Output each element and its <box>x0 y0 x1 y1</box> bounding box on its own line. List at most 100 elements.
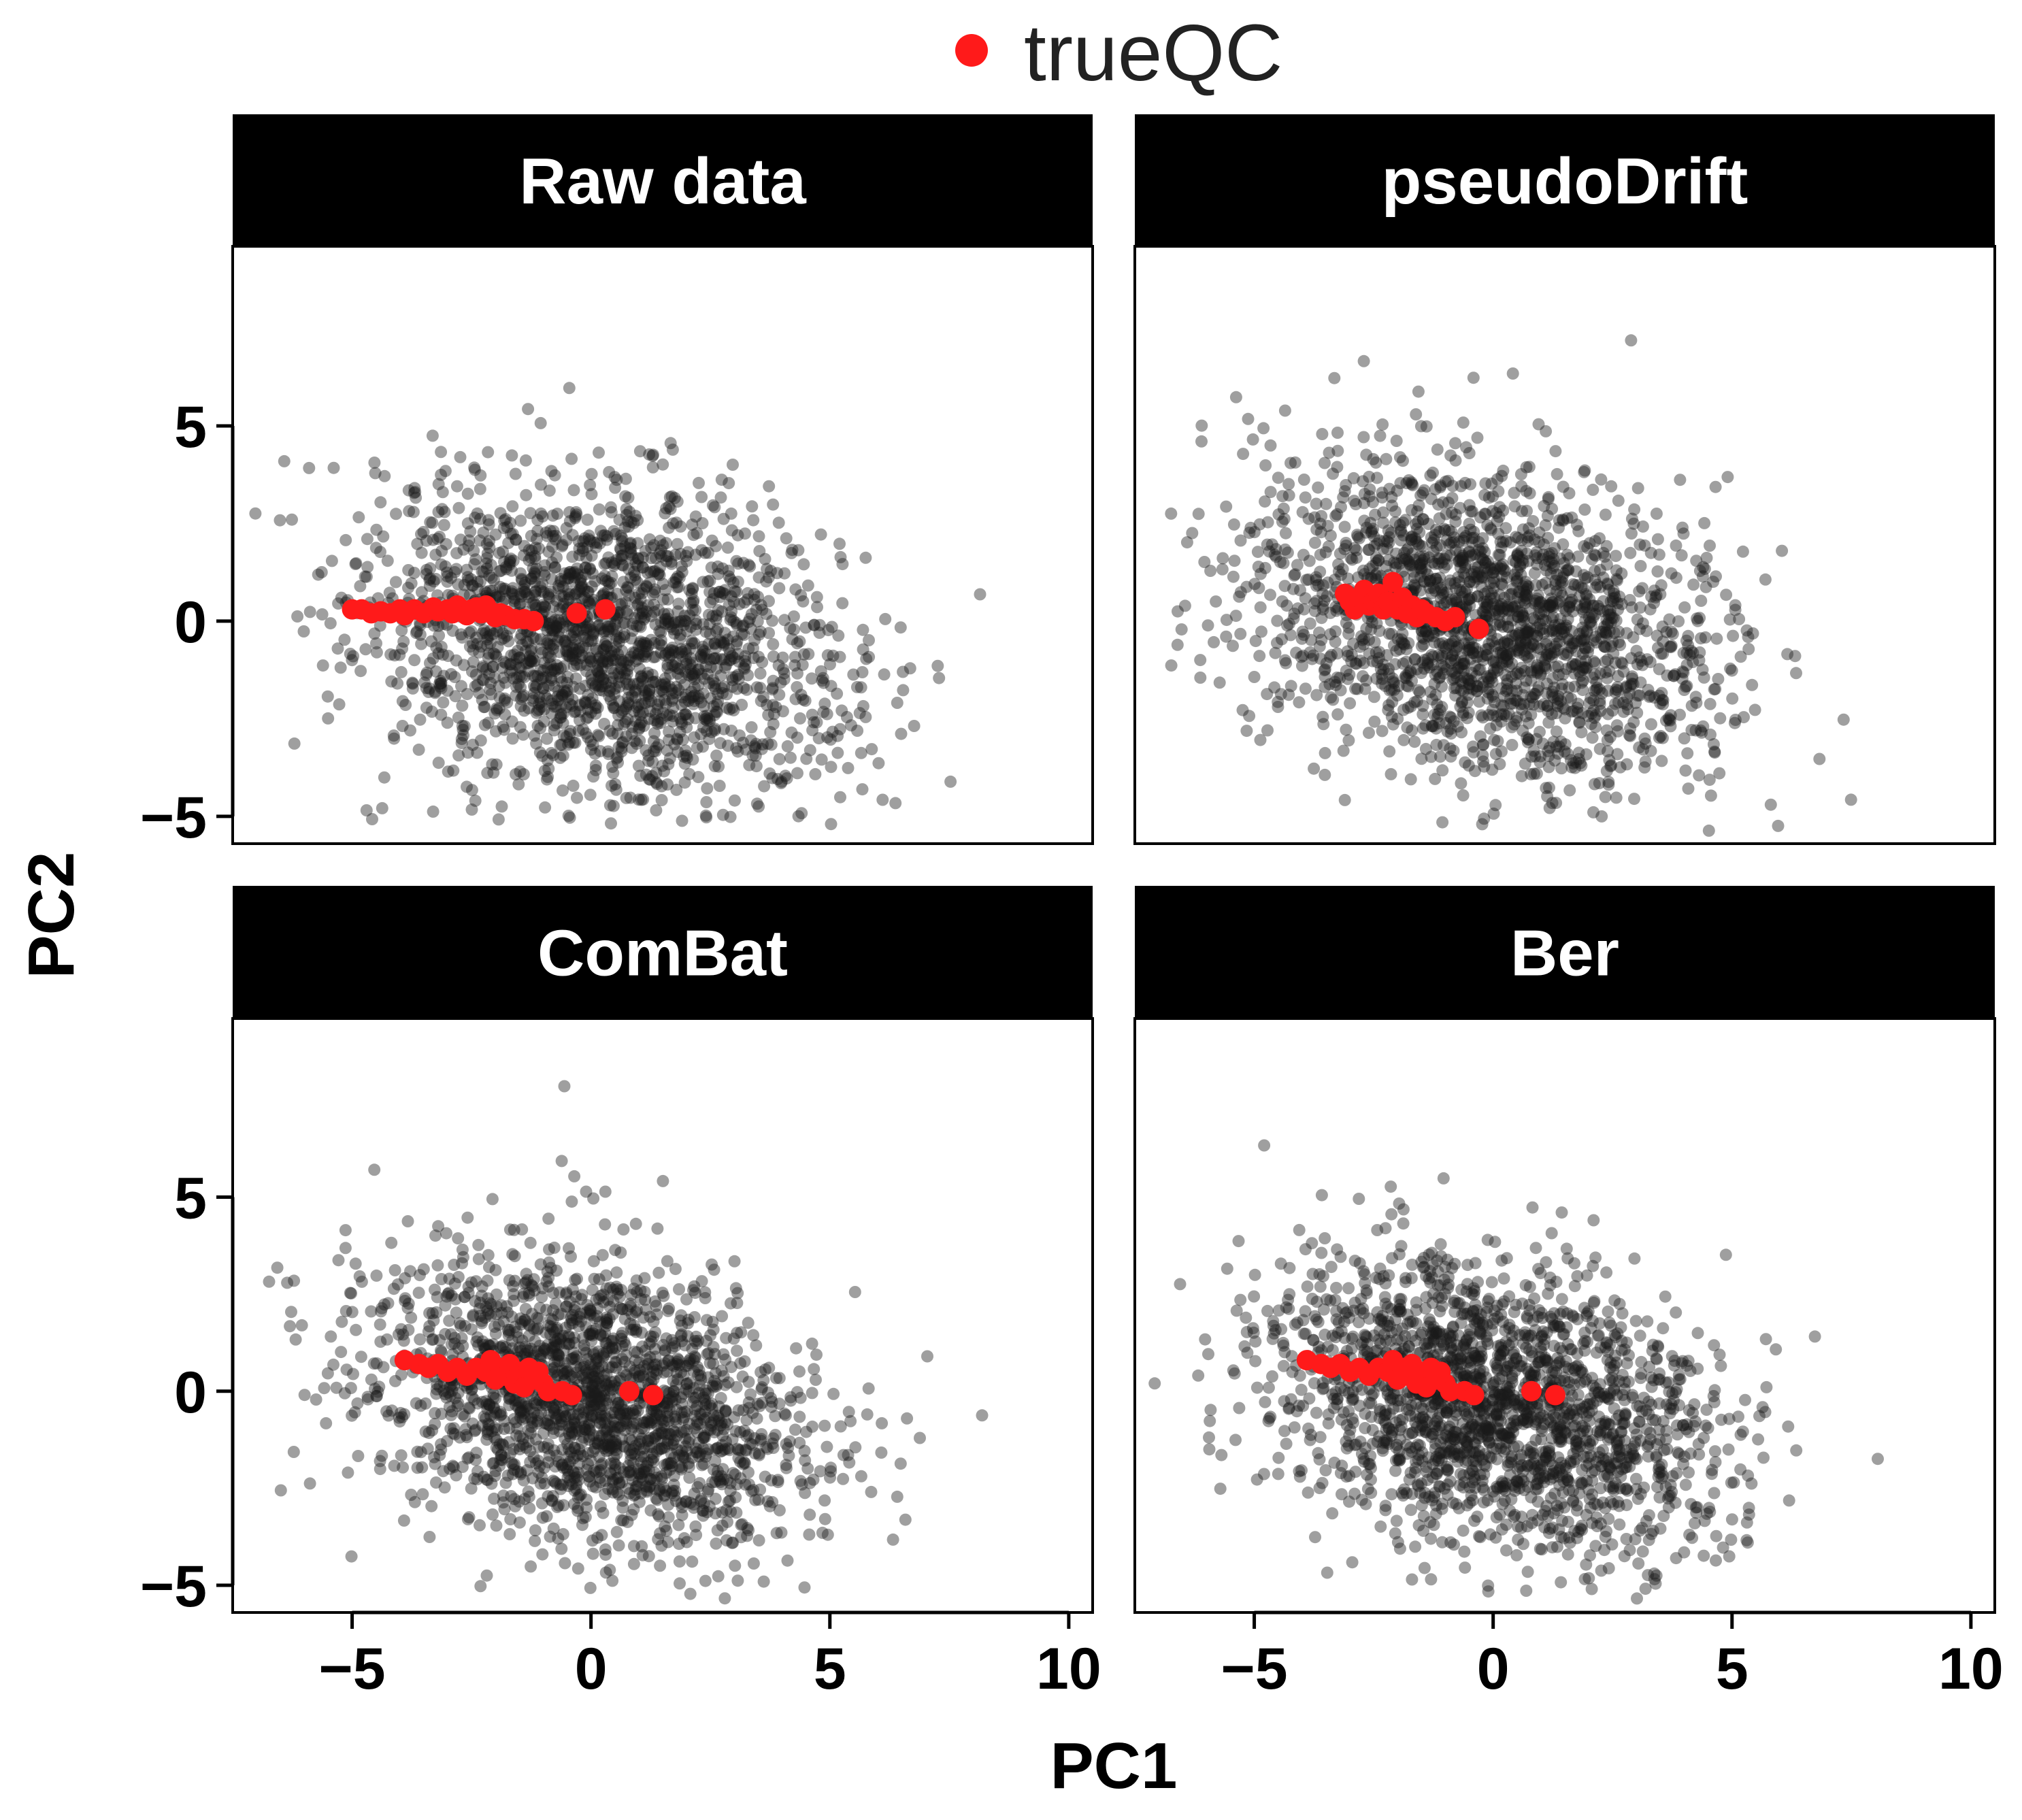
background-point <box>708 652 720 665</box>
background-point <box>1702 824 1715 837</box>
background-point <box>1393 557 1406 570</box>
background-point <box>1482 642 1495 655</box>
background-point <box>1432 557 1445 570</box>
background-point <box>1491 515 1504 528</box>
background-point <box>751 615 764 628</box>
background-point <box>1474 511 1487 524</box>
background-point <box>1382 663 1395 676</box>
background-point <box>1454 561 1467 574</box>
background-point <box>1430 738 1443 751</box>
background-point <box>1432 649 1445 662</box>
background-point <box>1631 706 1644 719</box>
background-point <box>548 724 561 737</box>
background-point <box>514 661 527 674</box>
background-point <box>1676 521 1689 534</box>
background-point <box>1429 557 1441 570</box>
background-point <box>1447 715 1460 728</box>
background-point <box>712 688 725 701</box>
background-point <box>1395 633 1408 646</box>
background-point <box>1593 683 1606 696</box>
background-point <box>578 532 591 545</box>
background-point <box>1408 553 1421 566</box>
background-point <box>1542 649 1555 662</box>
background-point <box>676 718 689 731</box>
background-point <box>1625 334 1638 347</box>
background-point <box>608 682 621 695</box>
background-point <box>546 573 558 586</box>
background-point <box>1442 638 1455 651</box>
background-point <box>1546 623 1559 636</box>
background-point <box>679 643 692 656</box>
background-point <box>1620 681 1633 694</box>
background-point <box>668 660 681 673</box>
background-point <box>1333 547 1346 560</box>
background-point <box>566 652 579 665</box>
background-point <box>591 701 604 714</box>
background-point <box>651 1222 664 1235</box>
background-point <box>566 529 579 542</box>
background-point <box>1506 600 1519 613</box>
background-point <box>390 508 402 520</box>
background-point <box>434 674 447 687</box>
background-point <box>1482 672 1495 684</box>
background-point <box>778 673 791 686</box>
background-point <box>1380 560 1393 573</box>
background-point <box>501 520 514 533</box>
background-point <box>528 680 540 693</box>
background-point <box>1603 754 1616 767</box>
background-point <box>1503 646 1516 659</box>
background-point <box>531 704 544 717</box>
background-point <box>1578 540 1591 552</box>
background-point <box>1493 639 1506 652</box>
background-point <box>680 689 693 701</box>
background-point <box>1461 696 1474 709</box>
background-point <box>1457 789 1470 801</box>
background-point <box>596 680 609 693</box>
background-point <box>818 1512 831 1525</box>
background-point <box>1633 741 1646 754</box>
background-point <box>420 666 433 679</box>
background-point <box>1459 559 1472 572</box>
background-point <box>1458 571 1471 584</box>
background-point <box>1308 605 1321 618</box>
background-point <box>503 666 516 679</box>
background-point <box>1271 637 1283 650</box>
background-point <box>1510 628 1523 641</box>
background-point <box>415 638 428 650</box>
background-point <box>1434 581 1447 594</box>
background-point <box>732 655 745 668</box>
background-point <box>345 1550 358 1563</box>
background-point <box>617 616 630 629</box>
background-point <box>441 570 454 583</box>
background-point <box>1459 586 1472 598</box>
background-point <box>715 653 728 665</box>
background-point <box>1511 565 1524 578</box>
background-point <box>1513 627 1526 640</box>
background-point <box>1427 720 1440 733</box>
background-point <box>554 662 567 675</box>
background-point <box>1585 707 1598 720</box>
background-point <box>1463 643 1476 656</box>
background-point <box>1495 708 1508 721</box>
background-point <box>1313 640 1326 652</box>
background-point <box>595 668 608 681</box>
background-point <box>663 733 675 746</box>
background-point <box>439 560 452 573</box>
background-point <box>717 723 730 735</box>
background-point <box>1335 568 1348 581</box>
background-point <box>542 661 554 674</box>
background-point <box>1629 697 1642 710</box>
background-point <box>1431 710 1444 723</box>
background-point <box>1627 678 1640 691</box>
background-point <box>695 696 708 709</box>
background-point <box>720 659 733 672</box>
background-point <box>562 593 574 606</box>
background-point <box>1593 532 1606 545</box>
background-point <box>477 565 490 578</box>
background-point <box>1727 629 1740 642</box>
background-point <box>1497 621 1510 633</box>
background-point <box>1607 647 1620 660</box>
background-point <box>550 622 563 634</box>
background-point <box>1520 579 1533 592</box>
background-point <box>1446 480 1459 493</box>
